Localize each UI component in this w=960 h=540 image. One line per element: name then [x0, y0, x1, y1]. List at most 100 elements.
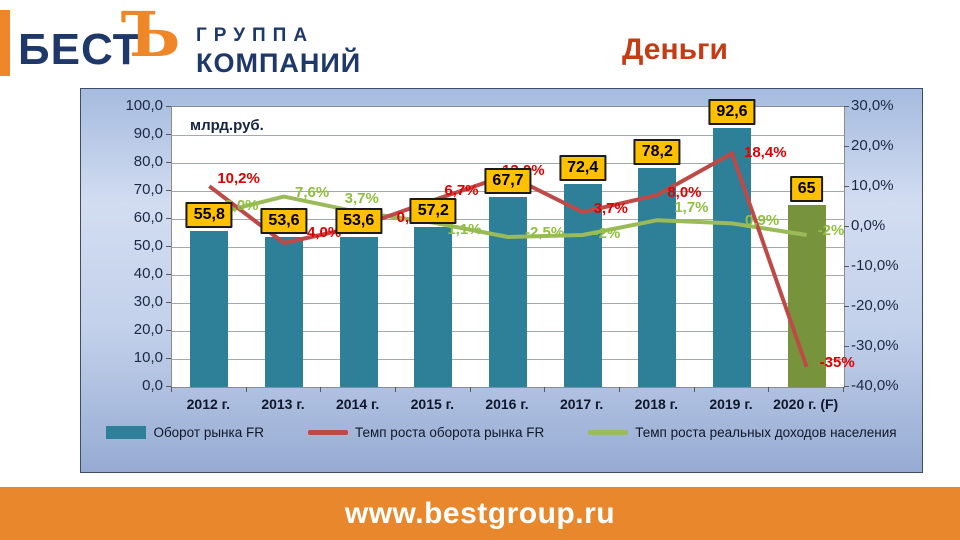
income-growth-label: 7,6%	[295, 183, 330, 201]
right-axis-tick-label: -20,0%	[851, 297, 899, 314]
right-axis-tick-label: 10,0%	[851, 177, 894, 194]
axis-tick	[166, 190, 171, 191]
income-growth-label: -2,5%	[525, 224, 565, 241]
axis-tick	[843, 387, 844, 392]
axis-tick	[166, 218, 171, 219]
x-axis-label: 2013 г.	[261, 396, 305, 412]
bar	[489, 197, 527, 387]
left-axis-tick-label: 50,0	[133, 237, 163, 254]
logo-text-main: БЕСТ	[18, 25, 141, 74]
left-axis-tick-label: 30,0	[133, 293, 163, 310]
page-title: Деньги	[622, 33, 728, 66]
bar	[787, 205, 826, 387]
turnover-growth-label: -35%	[819, 354, 855, 371]
right-axis-tick-label: -10,0%	[851, 257, 899, 274]
left-axis-tick-label: 10,0	[133, 349, 163, 366]
axis-tick	[844, 226, 849, 227]
turnover-growth-label: 3,7%	[593, 200, 628, 218]
axis-tick	[844, 346, 849, 347]
x-axis-label: 2018 г.	[634, 396, 678, 412]
turnover-growth-label: 10,2%	[217, 170, 260, 188]
logo-subtitle-line1: ГРУППА	[196, 25, 315, 46]
right-axis-tick-label: -40,0%	[851, 377, 899, 394]
left-axis-tick-label: 60,0	[133, 209, 163, 226]
logo-stripe-icon	[0, 10, 10, 76]
axis-tick	[320, 387, 322, 392]
bar-value-box: 57,2	[409, 197, 457, 224]
axis-tick	[171, 387, 172, 392]
income-growth-label: 1,7%	[674, 199, 709, 217]
legend: Оборот рынка FR Темп роста оборота рынка …	[81, 425, 922, 440]
turnover-growth-label: 18,4%	[744, 144, 787, 162]
gridline	[172, 163, 844, 164]
x-axis-label: 2014 г.	[335, 396, 380, 412]
left-axis-tick-label: 70,0	[133, 181, 163, 198]
legend-label: Темп роста оборота рынка FR	[354, 425, 545, 440]
bar-value-box: 67,7	[484, 168, 532, 195]
axis-tick	[166, 246, 171, 247]
bar-value-box: 53,6	[335, 207, 383, 234]
axis-tick	[844, 386, 849, 387]
left-axis-tick-label: 100,0	[125, 97, 163, 114]
axis-tick	[844, 306, 849, 307]
left-axis-tick-label: 0,0	[142, 377, 163, 394]
legend-bar-swatch-icon	[106, 426, 147, 439]
bar-value-box: 55,8	[185, 201, 233, 228]
axis-tick	[166, 274, 171, 275]
income-growth-label: 3,0%	[224, 197, 259, 214]
axis-tick	[844, 266, 849, 267]
income-growth-line	[208, 194, 807, 239]
legend-label: Оборот рынка FR	[153, 425, 264, 440]
bar	[563, 184, 602, 387]
income-growth-label: 0,9%	[745, 212, 780, 230]
axis-tick	[768, 387, 770, 392]
axis-tick	[166, 330, 171, 331]
bar-value-box: 65	[789, 176, 824, 202]
axis-tick	[166, 106, 171, 107]
right-axis-tick-label: 30,0%	[851, 97, 894, 114]
axis-tick	[166, 358, 171, 359]
left-axis-tick-label: 90,0	[133, 125, 163, 142]
x-axis-label: 2016 г.	[485, 396, 529, 412]
logo-subtitle: ГРУППА КОМПАНИЙ	[196, 26, 361, 77]
legend-item: Темп роста оборота рынка FR	[307, 425, 545, 440]
axis-tick	[844, 146, 849, 147]
gridline	[172, 135, 844, 136]
right-axis-tick-label: 20,0%	[851, 137, 894, 154]
bar	[713, 127, 751, 387]
right-axis-tick-label: 0,0%	[851, 217, 886, 234]
turnover-growth-label: -4,0%	[302, 224, 342, 241]
axis-unit-label: млрд.руб.	[190, 117, 264, 134]
bar-value-box: 92,6	[708, 98, 756, 125]
right-axis-tick-label: -30,0%	[851, 337, 899, 354]
logo-subtitle-line2: КОМПАНИЙ	[196, 48, 362, 78]
left-axis-tick-label: 20,0	[133, 321, 163, 338]
axis-tick	[395, 387, 396, 392]
income-growth-label: 1,1%	[447, 220, 482, 238]
footer-band: www.bestgroup.ru	[0, 487, 960, 540]
bar-value-box: 53,6	[260, 207, 308, 234]
bar	[414, 226, 453, 387]
bar	[339, 236, 378, 387]
legend-label: Темп роста реальных доходов населения	[635, 425, 897, 440]
bar	[265, 236, 303, 387]
left-axis-tick-label: 80,0	[133, 153, 163, 170]
axis-tick	[469, 387, 471, 392]
axis-tick	[245, 387, 247, 392]
legend-item: Темп роста реальных доходов населения	[588, 425, 897, 440]
axis-tick	[166, 386, 171, 387]
bar	[190, 230, 229, 387]
plot-area: млрд.руб. 10,2%-4,0%0,1%6,7%13,0%3,7%8,0…	[171, 98, 855, 388]
axis-tick	[544, 387, 546, 392]
axis-tick	[166, 302, 171, 303]
bar-value-box: 72,4	[559, 155, 607, 182]
logo-hard-sign-icon: Ъ	[121, 0, 181, 71]
left-axis-tick-label: 40,0	[133, 265, 163, 282]
axis-tick	[166, 134, 171, 135]
axis-tick	[693, 387, 695, 392]
turnover-growth-label: 8,0%	[667, 184, 702, 201]
footer-url: www.bestgroup.ru	[344, 497, 616, 530]
x-axis-label: 2012 г.	[186, 396, 230, 412]
x-axis-label: 2019 г.	[709, 396, 753, 412]
